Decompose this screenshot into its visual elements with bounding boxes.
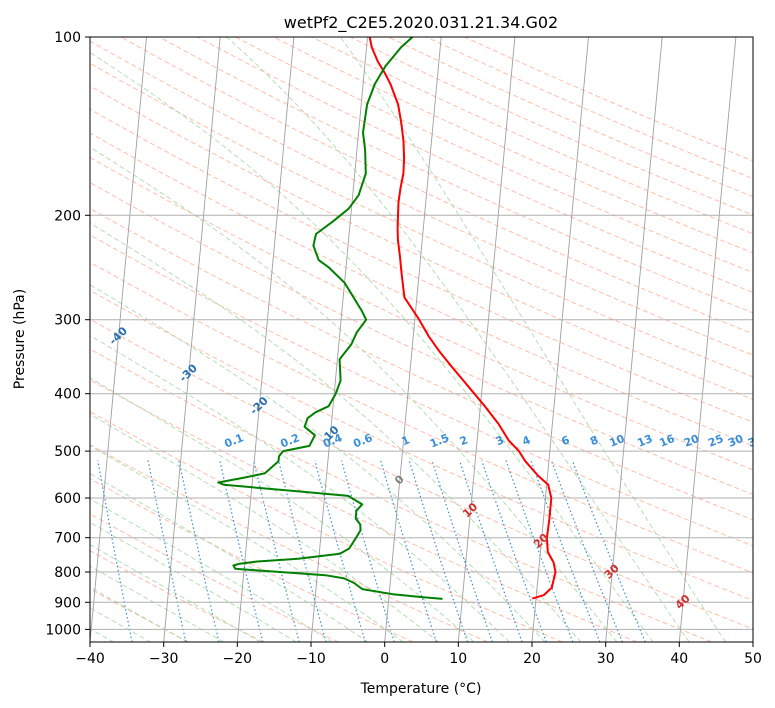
background-lines	[90, 37, 753, 642]
dry-adiabat-line	[90, 379, 638, 642]
isotherm-line	[457, 37, 516, 642]
y-tick-label: 800	[54, 565, 81, 581]
dry-adiabat-line	[388, 37, 753, 198]
x-tick-label: −20	[223, 651, 253, 667]
mixing-ratio-line	[253, 460, 300, 642]
y-tick-label: 300	[54, 313, 81, 329]
dry-adiabat-line	[158, 37, 753, 314]
dry-adiabat-line	[90, 62, 753, 378]
x-tick-label: 10	[449, 651, 467, 667]
x-tick-label: −10	[296, 651, 326, 667]
moist-adiabat-line	[90, 445, 404, 642]
moist-adiabat-line	[90, 284, 546, 642]
axes: −40 −30 −20 −10 0 10 20 30 40 50 100 200 300 400 500 60…	[45, 30, 762, 667]
dry-adiabat-line	[90, 40, 753, 356]
mixing-ratio-label: 10	[607, 432, 626, 450]
y-tick-label: 400	[54, 387, 81, 403]
mixing-ratio-label: 8	[588, 433, 600, 448]
dry-adiabat-line	[90, 261, 753, 574]
dry-adiabat-line	[90, 207, 753, 521]
y-tick-label: 1000	[45, 622, 81, 638]
pressure-gridlines	[90, 37, 753, 630]
sounding-curves	[217, 37, 557, 600]
dry-adiabat-line	[349, 37, 753, 216]
dry-adiabat-line	[90, 318, 753, 630]
x-axis-label: Temperature (°C)	[360, 681, 482, 697]
mixing-ratio-line	[481, 460, 547, 642]
dry-adiabat-line	[90, 182, 753, 496]
moist-adiabat-line	[90, 413, 440, 642]
isotherm-line	[236, 37, 295, 642]
moist-adiabat-line	[90, 521, 297, 642]
y-tick-label: 100	[54, 30, 81, 46]
x-tick-label: 50	[744, 651, 762, 667]
isotherm-line	[90, 37, 147, 642]
mixing-ratio-line	[530, 460, 601, 642]
x-tick-label: 0	[380, 651, 389, 667]
isotherm-line	[605, 37, 663, 642]
mixing-ratio-label: 36	[746, 432, 765, 450]
temperature-line	[368, 37, 557, 600]
mixing-ratio-line	[458, 460, 523, 642]
dry-adiabat-line	[90, 132, 753, 447]
dry-adiabat-line	[197, 37, 753, 294]
mixing-ratio-line	[550, 460, 623, 642]
mixing-ratio-line	[178, 460, 220, 642]
mixing-ratio-label: 16	[658, 432, 677, 450]
dry-adiabat-line	[235, 37, 753, 274]
isotherm-line	[163, 37, 221, 642]
isotherm-line	[678, 37, 737, 642]
x-tick-label: 40	[670, 651, 688, 667]
mixing-ratio-line	[314, 460, 366, 642]
mixing-ratio-label: 3	[494, 433, 506, 448]
y-tick-label: 200	[54, 208, 81, 224]
mixing-ratio-line	[431, 460, 493, 642]
isotherm-line	[310, 37, 368, 642]
mixing-ratio-label: 1	[400, 433, 412, 448]
plot-frame	[89, 36, 754, 643]
moist-adiabat-line	[90, 51, 654, 642]
moist-adiabat-line	[339, 37, 727, 642]
dry-adiabat-line	[90, 85, 753, 400]
mixing-ratio-label: 20	[682, 432, 701, 450]
mixing-ratio-label: 25	[706, 432, 725, 450]
moist-adiabat-line	[90, 146, 618, 642]
y-axis-label: Pressure (hPa)	[12, 289, 28, 389]
dry-adiabat-line	[426, 37, 753, 180]
mixing-ratio-line	[571, 460, 646, 642]
mixing-ratio-line	[97, 460, 133, 642]
y-tick-label: 700	[54, 531, 81, 547]
dry-adiabat-line	[90, 234, 753, 547]
mixing-ratio-line	[147, 460, 187, 642]
mixing-ratio-label: 13	[635, 432, 654, 450]
mixing-ratio-label: 2	[458, 433, 470, 448]
dry-adiabat-line	[90, 108, 753, 423]
mixing-ratio-line	[219, 460, 264, 642]
y-tick-label: 500	[54, 444, 81, 460]
isotherm-line	[384, 37, 442, 642]
moist-adiabat-line	[226, 37, 690, 642]
dewpoint-line	[217, 37, 443, 600]
x-tick-label: −40	[75, 651, 105, 667]
chart-title: wetPf2_C2E5.2020.031.21.34.G02	[284, 13, 558, 33]
x-tick-label: −30	[149, 651, 179, 667]
moist-adiabat-line	[90, 377, 475, 642]
moist-adiabat-line	[90, 544, 261, 642]
dry-adiabat-line	[90, 348, 712, 642]
moist-adiabat-line	[90, 222, 582, 642]
mixing-ratio-label: 30	[726, 432, 745, 450]
mixing-ratio-line	[505, 460, 574, 642]
x-tick-label: 30	[597, 651, 615, 667]
isotherm-line	[531, 37, 589, 642]
moist-adiabat-line	[90, 472, 369, 642]
x-tick-label: 20	[523, 651, 541, 667]
y-tick-label: 600	[54, 491, 81, 507]
dry-adiabat-line	[90, 156, 753, 471]
dry-adiabat-line	[90, 411, 563, 642]
y-tick-label: 900	[54, 595, 81, 611]
